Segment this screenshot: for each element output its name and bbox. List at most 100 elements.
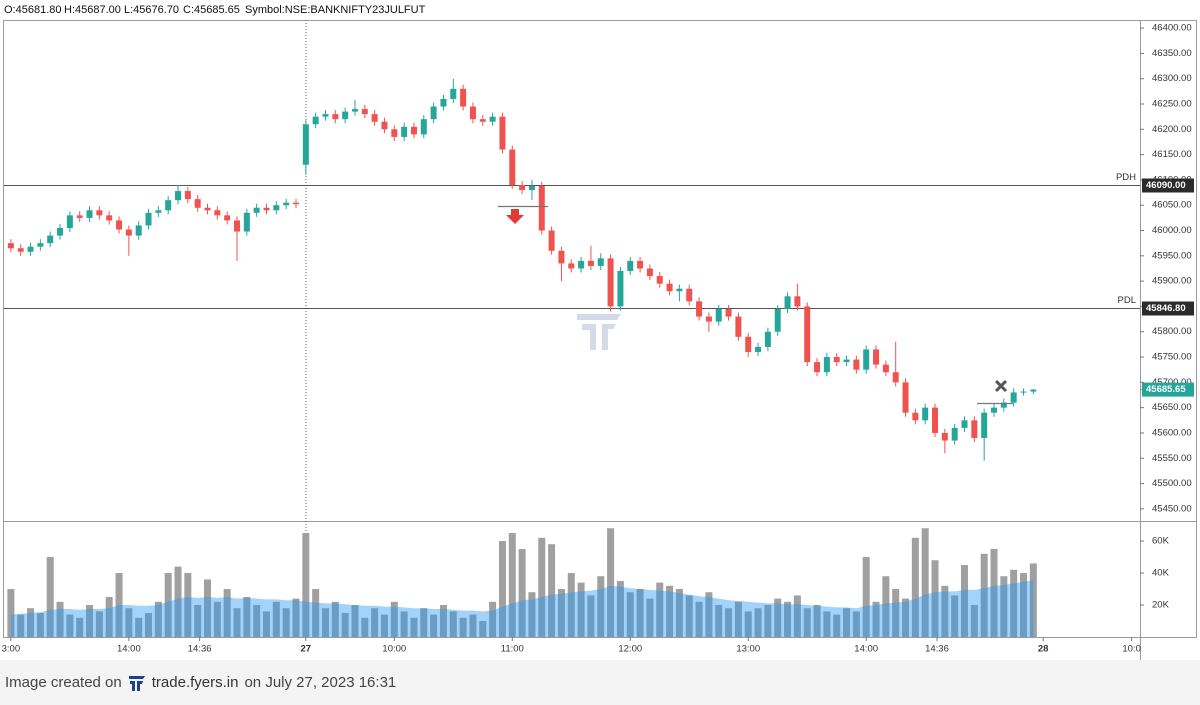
candle-body <box>676 288 683 292</box>
volume-bar <box>498 541 506 637</box>
candle-body <box>194 199 201 208</box>
header-open: O:45681.80 <box>4 4 62 16</box>
candle-body <box>1000 402 1007 408</box>
volume-bar <box>410 617 418 637</box>
volume-bar <box>685 595 693 637</box>
footer-prefix: Image created on <box>5 674 122 691</box>
volume-bar <box>371 608 379 637</box>
volume-bar <box>204 579 212 637</box>
volume-bar <box>557 589 565 637</box>
volume-bar <box>1019 573 1027 637</box>
volume-bar <box>921 528 929 637</box>
candle-body <box>204 207 211 211</box>
volume-bar <box>813 605 821 637</box>
candle-body <box>125 229 132 236</box>
x-tick-label: 14:36 <box>925 644 949 655</box>
volume-bar <box>518 549 526 637</box>
y-tick-label: 45800.00 <box>1152 326 1192 337</box>
volume-bar <box>479 621 487 637</box>
volume-bar <box>174 566 182 637</box>
volume-bar <box>243 597 251 637</box>
candle-body <box>243 212 250 232</box>
volume-bar <box>233 608 241 637</box>
y-tick-label: 45600.00 <box>1152 427 1192 438</box>
candle-body <box>361 109 368 115</box>
candle-body <box>617 271 624 307</box>
candle-body <box>578 260 585 269</box>
candle-body <box>755 346 762 352</box>
footer-suffix: on July 27, 2023 16:31 <box>244 674 397 691</box>
header-high: H:45687.00 <box>64 4 121 16</box>
volume-bar <box>666 585 674 637</box>
candle-body <box>116 220 123 230</box>
volume-bar <box>528 592 536 637</box>
volume-bar <box>430 614 438 637</box>
candle-body <box>656 276 663 284</box>
volume-bar <box>833 614 841 637</box>
volume-bar <box>744 611 752 637</box>
volume-bar <box>636 589 644 637</box>
footer: Image created on trade.fyers.in on July … <box>0 660 1200 705</box>
y-tick-label: 46050.00 <box>1152 200 1192 211</box>
header-symbol: Symbol:NSE:BANKNIFTY23JULFUT <box>245 4 426 16</box>
volume-bar <box>577 582 585 637</box>
volume-bar <box>675 589 683 637</box>
volume-bar <box>508 533 516 637</box>
volume-bar <box>843 608 851 637</box>
candle-body <box>1020 391 1027 393</box>
candle-body <box>342 111 349 120</box>
candle-body <box>76 215 83 218</box>
volume-bar <box>7 589 15 637</box>
candle-body <box>646 268 653 277</box>
candle-body <box>322 114 329 117</box>
candle-body <box>843 359 850 363</box>
plot-area: 45450.00 45500.00 45550.00 45600.00 45650.00… <box>2 23 1194 655</box>
volume-bar <box>125 608 133 637</box>
volume-bar <box>262 611 270 637</box>
volume-bar <box>951 595 959 637</box>
candle-body <box>253 207 260 213</box>
volume-bar <box>872 601 880 637</box>
y-tick-label: 45450.00 <box>1152 503 1192 514</box>
candle-body <box>794 296 801 307</box>
x-tick-label: 14:00 <box>854 644 878 655</box>
volume-bar <box>115 573 123 637</box>
x-tick-label: 12:00 <box>618 644 642 655</box>
candle-body <box>971 420 978 439</box>
candle-body <box>165 200 172 211</box>
volume-bar <box>695 601 703 637</box>
volume-bar <box>626 592 634 637</box>
candle-body <box>932 407 939 433</box>
candle-body <box>184 191 191 200</box>
volume-bar <box>282 608 290 637</box>
y-tick-label: 46300.00 <box>1152 73 1192 84</box>
volume-bar <box>459 617 467 637</box>
candle-body <box>764 331 771 347</box>
candle-body <box>420 119 427 135</box>
volume-bar <box>321 608 329 637</box>
candle-body <box>499 116 506 150</box>
volume-bar <box>184 573 192 637</box>
volume-bar <box>489 601 497 637</box>
candle-body <box>17 248 24 252</box>
candle-body <box>558 250 565 264</box>
y-tick-label: 45500.00 <box>1152 478 1192 489</box>
volume-bar <box>95 611 103 637</box>
candle-body <box>991 407 998 413</box>
chart: O:45681.80 H:45687.00 L:45676.70 C:45685… <box>0 0 1200 660</box>
volume-bar <box>892 589 900 637</box>
candle-body <box>450 88 457 99</box>
volume-bar <box>705 592 713 637</box>
candle-body <box>145 212 152 226</box>
candle-body <box>627 260 634 272</box>
candle-body <box>302 124 309 165</box>
volume-bar <box>793 595 801 637</box>
candle-body <box>489 116 496 122</box>
candle-body <box>735 316 742 337</box>
volume-bar <box>784 601 792 637</box>
volume-bar <box>194 605 202 637</box>
y-tick-label: 46250.00 <box>1152 99 1192 110</box>
y-tick-label: 46150.00 <box>1152 149 1192 160</box>
candle-body <box>263 207 270 211</box>
header: O:45681.80 H:45687.00 L:45676.70 C:45685… <box>4 4 426 16</box>
